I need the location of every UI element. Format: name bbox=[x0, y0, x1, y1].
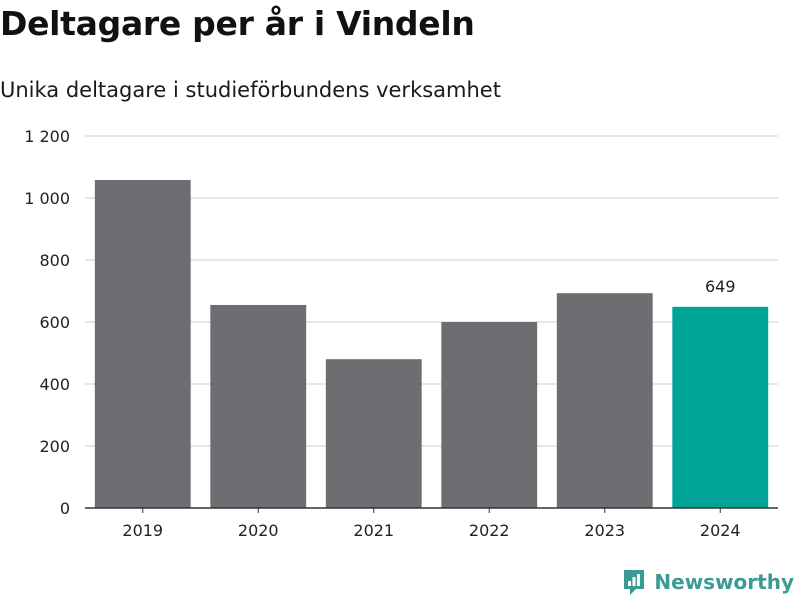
y-axis-ticks: 0 200 400 600 800 1 000 1 200 bbox=[24, 127, 70, 518]
data-labels: 649 bbox=[705, 277, 736, 296]
chart-title: Deltagare per år i Vindeln bbox=[0, 4, 475, 43]
brand-name: Newsworthy bbox=[654, 570, 794, 594]
x-tick-label: 2020 bbox=[238, 521, 279, 540]
data-label: 649 bbox=[705, 277, 736, 296]
x-tick-label: 2021 bbox=[353, 521, 394, 540]
x-tick-label: 2019 bbox=[122, 521, 163, 540]
y-tick-label: 800 bbox=[39, 251, 70, 270]
y-tick-label: 1 000 bbox=[24, 189, 70, 208]
x-axis-ticks: 2019 2020 2021 2022 2023 2024 bbox=[122, 508, 741, 540]
x-tick-label: 2024 bbox=[700, 521, 741, 540]
gridlines bbox=[85, 135, 778, 447]
bar bbox=[672, 306, 769, 508]
y-tick-label: 1 200 bbox=[24, 127, 70, 146]
newsworthy-logo-icon bbox=[624, 570, 645, 595]
bars bbox=[94, 180, 769, 508]
brand-logo: Newsworthy bbox=[622, 568, 794, 596]
y-tick-label: 0 bbox=[60, 499, 70, 518]
bar bbox=[325, 359, 422, 508]
y-tick-label: 200 bbox=[39, 437, 70, 456]
bar bbox=[210, 304, 307, 508]
bar bbox=[441, 322, 538, 508]
x-tick-label: 2023 bbox=[584, 521, 625, 540]
chart-subtitle: Unika deltagare i studieförbundens verks… bbox=[0, 78, 501, 102]
bar bbox=[94, 180, 191, 508]
x-tick-label: 2022 bbox=[469, 521, 510, 540]
y-tick-label: 600 bbox=[39, 313, 70, 332]
bar bbox=[556, 293, 653, 508]
y-tick-label: 400 bbox=[39, 375, 70, 394]
